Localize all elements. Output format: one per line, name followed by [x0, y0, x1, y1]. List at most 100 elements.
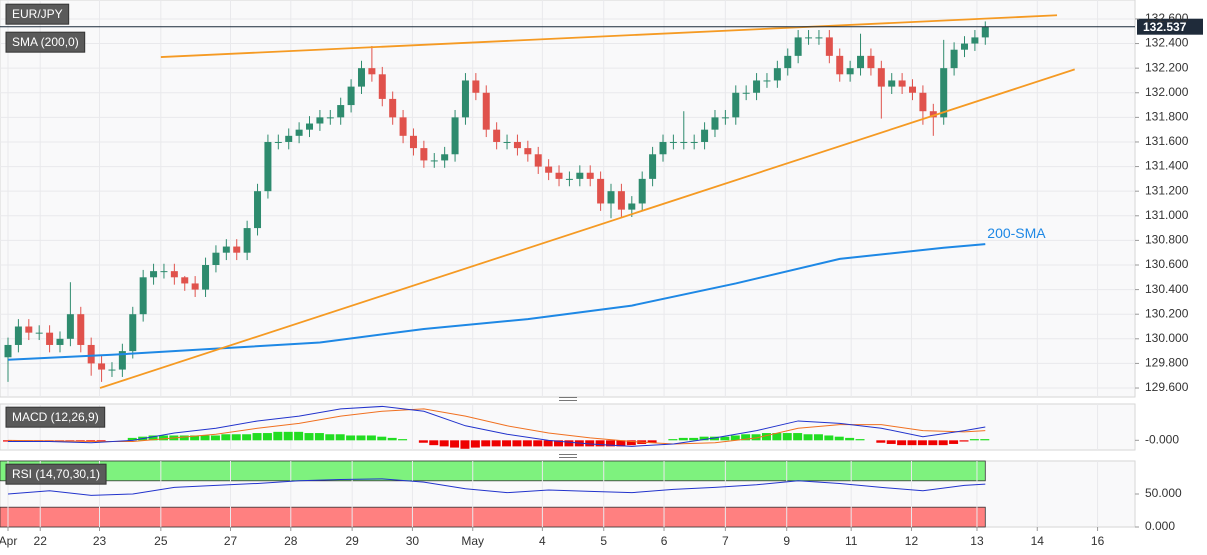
- candle-body: [368, 68, 376, 75]
- candle-body: [586, 172, 594, 179]
- histogram-bar: [221, 434, 231, 441]
- histogram-bar: [470, 440, 480, 448]
- histogram-bar: [720, 436, 730, 441]
- candle-body: [441, 154, 449, 161]
- histogram-bar: [699, 436, 709, 441]
- legend-title: MACD (12,26,9): [12, 410, 99, 424]
- grid: [0, 0, 1139, 531]
- x-tick-label: 28: [284, 534, 298, 548]
- histogram-bar: [200, 435, 210, 441]
- x-tick-label: 11: [845, 534, 858, 548]
- histogram-bar: [439, 440, 449, 447]
- histogram-bar: [969, 439, 979, 441]
- histogram-bar: [689, 437, 699, 441]
- histogram-bar: [346, 435, 356, 441]
- x-tick-label: 27: [224, 534, 238, 548]
- candle-body: [461, 80, 469, 118]
- candle-body: [222, 246, 230, 253]
- histogram-bar: [366, 435, 376, 441]
- y-tick-label: 131.600: [1145, 134, 1189, 148]
- candle-body: [617, 191, 625, 210]
- candle-body: [638, 178, 646, 204]
- candle-body: [815, 37, 823, 39]
- histogram-bar: [886, 440, 896, 444]
- candle-body: [493, 129, 501, 142]
- histogram-bar: [210, 435, 220, 441]
- legend-entry: SMA (200,0): [12, 35, 79, 49]
- histogram-bar: [262, 433, 272, 441]
- candle-body: [108, 369, 116, 371]
- histogram-bar: [772, 433, 782, 441]
- candle-body: [25, 326, 33, 333]
- histogram-bar: [845, 437, 855, 441]
- histogram-bar: [158, 435, 168, 441]
- candle-body: [763, 80, 771, 82]
- y-tick-label: 132.200: [1145, 60, 1189, 74]
- candle-body: [659, 141, 667, 155]
- histogram-bar: [387, 437, 397, 441]
- histogram-bar: [741, 434, 751, 441]
- x-tick-label: 23: [93, 534, 107, 548]
- x-tick-label: 29: [345, 534, 359, 548]
- histogram-bar: [626, 440, 636, 446]
- histogram-bar: [283, 431, 293, 441]
- histogram-bar: [96, 440, 106, 442]
- legend-title: EUR/JPY: [12, 7, 63, 21]
- histogram-bar: [543, 440, 553, 447]
- histogram-bar: [418, 440, 428, 443]
- y-tick-label: 131.200: [1145, 183, 1189, 197]
- candle-body: [46, 332, 54, 345]
- candle-body: [243, 228, 251, 253]
- x-tick-label: 14: [1031, 534, 1045, 548]
- candle-body: [129, 314, 137, 352]
- candle-body: [472, 80, 480, 93]
- histogram-bar: [813, 434, 823, 441]
- candle-body: [150, 271, 158, 278]
- histogram-bar: [616, 440, 626, 447]
- histogram-bar: [356, 435, 366, 441]
- histogram-bar: [938, 440, 948, 446]
- candle-body: [285, 135, 293, 142]
- candle-body: [836, 55, 844, 75]
- histogram-bar: [668, 439, 678, 441]
- candle-body: [451, 117, 459, 155]
- x-tick-label: Apr: [0, 534, 17, 548]
- candle-body: [274, 141, 282, 143]
- candle-body: [950, 49, 958, 69]
- candle-body: [264, 141, 272, 192]
- rsi-band: [0, 506, 986, 528]
- plot: [0, 14, 1135, 496]
- histogram-bar: [647, 440, 657, 443]
- candle-body: [773, 68, 781, 81]
- histogram-bar: [273, 431, 283, 441]
- candle-body: [607, 191, 615, 204]
- last-price-label: 132.537: [1143, 20, 1187, 34]
- histogram-bar: [678, 437, 688, 441]
- histogram-bar: [803, 434, 813, 441]
- candle-body: [805, 37, 813, 39]
- legend-box: [5, 463, 107, 485]
- candle-body: [87, 344, 95, 364]
- y-tick-label: 130.400: [1145, 282, 1189, 296]
- candle-body: [66, 314, 74, 339]
- candle-body: [784, 55, 792, 69]
- candle-body: [888, 80, 896, 87]
- histogram-bar: [782, 433, 792, 441]
- histogram-bar: [949, 440, 959, 444]
- x-tick-label: 22: [34, 534, 48, 548]
- histogram-bar: [450, 440, 460, 448]
- candle-body: [139, 277, 147, 315]
- candle-body: [378, 74, 386, 99]
- legend-box: [5, 31, 86, 53]
- candle-body: [857, 55, 865, 69]
- candle-body: [524, 148, 532, 155]
- y-tick-label: 130.600: [1145, 257, 1189, 271]
- candle-body: [971, 37, 979, 44]
- histogram-bar: [252, 433, 262, 441]
- histogram-bar: [554, 440, 564, 447]
- candle-body: [420, 148, 428, 161]
- candle-body: [170, 271, 178, 278]
- x-tick-label: 13: [970, 534, 984, 548]
- candle-body: [909, 86, 917, 93]
